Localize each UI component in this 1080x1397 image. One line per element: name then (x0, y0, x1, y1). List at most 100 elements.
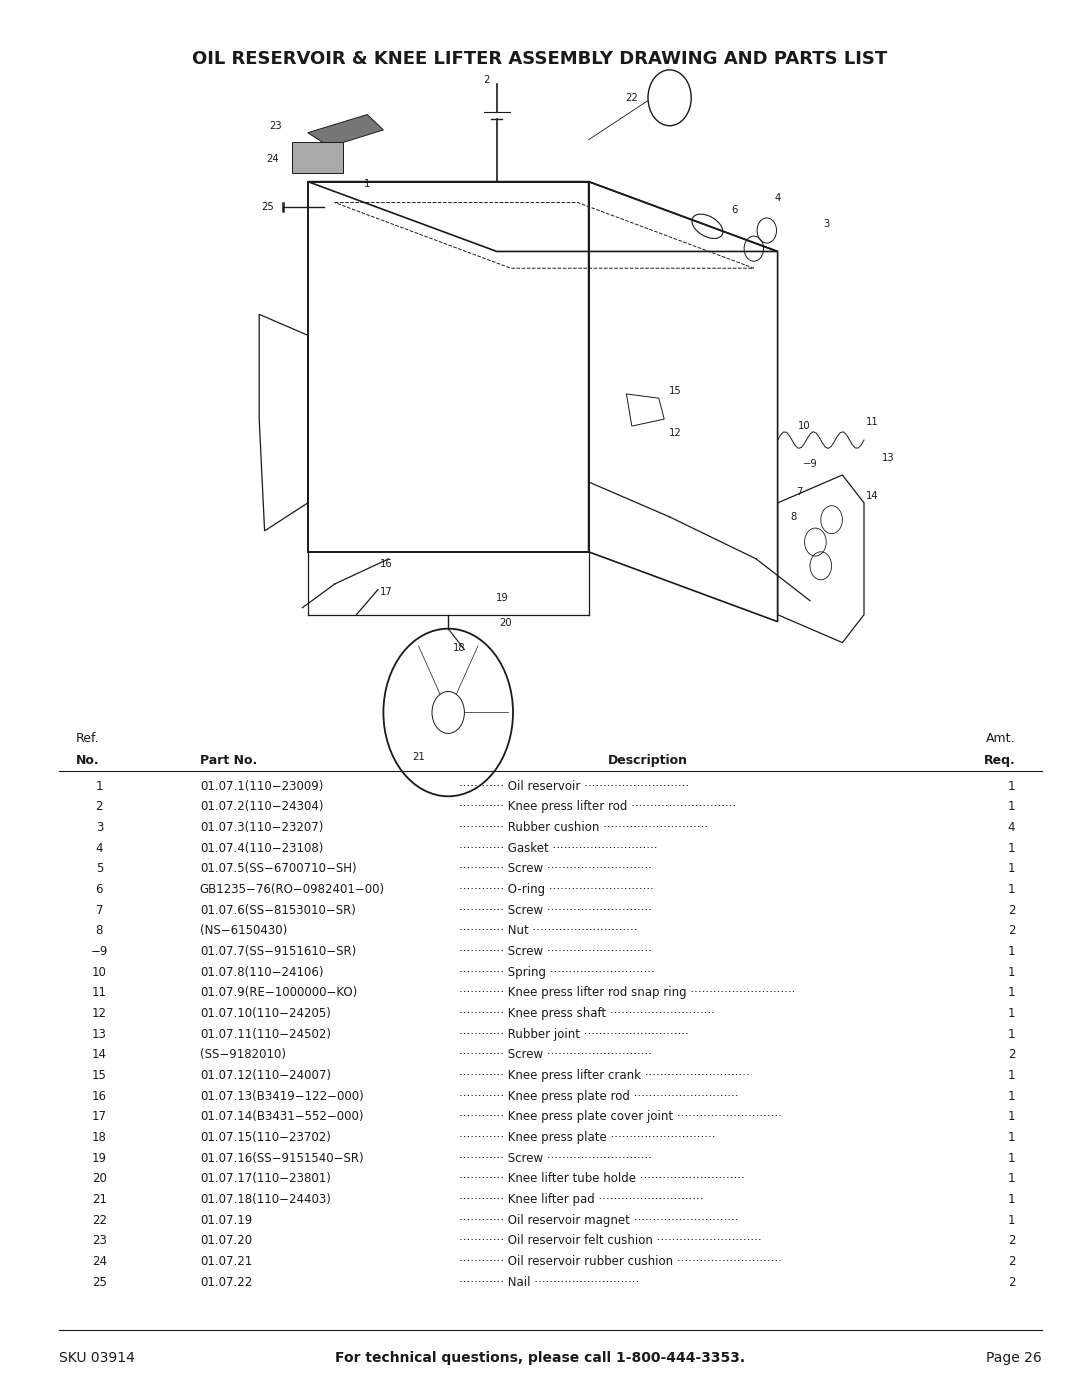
Bar (292, 142, 343, 173)
Text: 12: 12 (669, 427, 681, 439)
Text: 15: 15 (92, 1069, 107, 1083)
Text: 2: 2 (1008, 1048, 1015, 1062)
Text: 1: 1 (1008, 862, 1015, 876)
Text: 7: 7 (96, 904, 103, 916)
Text: 1: 1 (1008, 841, 1015, 855)
Text: ············ Knee press plate cover joint ····························: ············ Knee press plate cover join… (459, 1111, 782, 1123)
Text: 17: 17 (380, 587, 393, 598)
Text: ············ Knee lifter tube holde ····························: ············ Knee lifter tube holde ····… (459, 1172, 745, 1186)
Text: 21: 21 (413, 752, 426, 763)
Text: ············ Oil reservoir felt cushion ····························: ············ Oil reservoir felt cushion … (459, 1235, 761, 1248)
Text: ············ Knee press lifter crank ····························: ············ Knee press lifter crank ···… (459, 1069, 750, 1083)
Text: 01.07.1(110−23009): 01.07.1(110−23009) (200, 780, 323, 792)
Text: Description: Description (608, 754, 688, 767)
Text: 8: 8 (791, 511, 797, 522)
Text: 2: 2 (1008, 904, 1015, 916)
Text: 4: 4 (96, 841, 103, 855)
Text: 11: 11 (92, 986, 107, 999)
Text: 1: 1 (1008, 1111, 1015, 1123)
Text: 01.07.15(110−23702): 01.07.15(110−23702) (200, 1132, 330, 1144)
Text: 01.07.21: 01.07.21 (200, 1255, 252, 1268)
Text: 01.07.22: 01.07.22 (200, 1275, 252, 1289)
Text: 6: 6 (96, 883, 103, 895)
Text: 01.07.14(B3431−552−000): 01.07.14(B3431−552−000) (200, 1111, 363, 1123)
Text: Ref.: Ref. (76, 732, 99, 745)
Text: 8: 8 (96, 925, 103, 937)
Text: 25: 25 (261, 201, 274, 212)
Text: Part No.: Part No. (200, 754, 257, 767)
Text: 21: 21 (92, 1193, 107, 1206)
Text: 18: 18 (92, 1132, 107, 1144)
Text: 1: 1 (1008, 780, 1015, 792)
Text: −9: −9 (802, 458, 818, 469)
Text: 1: 1 (1008, 800, 1015, 813)
Text: 17: 17 (92, 1111, 107, 1123)
Text: 01.07.6(SS−8153010−SR): 01.07.6(SS−8153010−SR) (200, 904, 355, 916)
Text: 11: 11 (866, 416, 879, 427)
Text: 20: 20 (499, 617, 512, 629)
Text: 23: 23 (92, 1235, 107, 1248)
Text: 5: 5 (96, 862, 103, 876)
Text: 01.07.7(SS−9151610−SR): 01.07.7(SS−9151610−SR) (200, 944, 356, 958)
Text: ············ Nail ····························: ············ Nail ······················… (459, 1275, 639, 1289)
Text: 01.07.3(110−23207): 01.07.3(110−23207) (200, 821, 323, 834)
Text: 1: 1 (1008, 965, 1015, 979)
Text: 01.07.4(110−23108): 01.07.4(110−23108) (200, 841, 323, 855)
Text: ············ Screw ····························: ············ Screw ·····················… (459, 944, 652, 958)
Text: 7: 7 (796, 486, 802, 497)
Text: 01.07.19: 01.07.19 (200, 1214, 252, 1227)
Text: 01.07.5(SS−6700710−SH): 01.07.5(SS−6700710−SH) (200, 862, 356, 876)
Text: 20: 20 (92, 1172, 107, 1186)
Text: ············ Rubber joint ····························: ············ Rubber joint ··············… (459, 1028, 689, 1041)
Text: 24: 24 (266, 154, 279, 165)
Text: ············ Oil reservoir rubber cushion ····························: ············ Oil reservoir rubber cushio… (459, 1255, 782, 1268)
Text: 1: 1 (1008, 1028, 1015, 1041)
Text: No.: No. (76, 754, 99, 767)
Text: 01.07.13(B3419−122−000): 01.07.13(B3419−122−000) (200, 1090, 364, 1102)
Text: ············ Knee press plate rod ····························: ············ Knee press plate rod ······… (459, 1090, 739, 1102)
Text: SKU 03914: SKU 03914 (59, 1351, 135, 1365)
Polygon shape (308, 115, 383, 147)
Text: 1: 1 (1008, 1214, 1015, 1227)
Text: 4: 4 (774, 193, 781, 204)
Text: 2: 2 (96, 800, 103, 813)
Text: ············ Oil reservoir magnet ····························: ············ Oil reservoir magnet ······… (459, 1214, 739, 1227)
Text: 01.07.11(110−24502): 01.07.11(110−24502) (200, 1028, 330, 1041)
Text: ············ Rubber cushion ····························: ············ Rubber cushion ············… (459, 821, 708, 834)
Text: 15: 15 (669, 386, 681, 397)
Text: 1: 1 (1008, 1151, 1015, 1165)
Text: 4: 4 (1008, 821, 1015, 834)
Text: 10: 10 (92, 965, 107, 979)
Text: 2: 2 (1008, 925, 1015, 937)
Text: Amt.: Amt. (986, 732, 1015, 745)
Text: 01.07.16(SS−9151540−SR): 01.07.16(SS−9151540−SR) (200, 1151, 364, 1165)
Text: 01.07.17(110−23801): 01.07.17(110−23801) (200, 1172, 330, 1186)
Text: 01.07.20: 01.07.20 (200, 1235, 252, 1248)
Text: 2: 2 (1008, 1255, 1015, 1268)
Text: 18: 18 (453, 643, 465, 654)
Text: 1: 1 (1008, 944, 1015, 958)
Text: ············ Oil reservoir ····························: ············ Oil reservoir ·············… (459, 780, 689, 792)
Text: 1: 1 (1008, 883, 1015, 895)
Text: 1: 1 (1008, 1007, 1015, 1020)
Text: 1: 1 (96, 780, 103, 792)
Text: 1: 1 (1008, 1193, 1015, 1206)
Text: −9: −9 (91, 944, 108, 958)
Text: ············ Spring ····························: ············ Spring ····················… (459, 965, 654, 979)
Text: 13: 13 (92, 1028, 107, 1041)
Text: 01.07.2(110−24304): 01.07.2(110−24304) (200, 800, 323, 813)
Text: ············ Screw ····························: ············ Screw ·····················… (459, 1048, 652, 1062)
Text: 19: 19 (496, 592, 509, 604)
Text: 1: 1 (1008, 1172, 1015, 1186)
Text: 2: 2 (1008, 1235, 1015, 1248)
Text: Req.: Req. (984, 754, 1015, 767)
Text: 01.07.10(110−24205): 01.07.10(110−24205) (200, 1007, 330, 1020)
Text: 01.07.9(RE−1000000−KO): 01.07.9(RE−1000000−KO) (200, 986, 357, 999)
Text: 01.07.12(110−24007): 01.07.12(110−24007) (200, 1069, 330, 1083)
Text: ············ Knee press lifter rod ····························: ············ Knee press lifter rod ·····… (459, 800, 737, 813)
Text: ············ Screw ····························: ············ Screw ·····················… (459, 862, 652, 876)
Text: 3: 3 (96, 821, 103, 834)
Text: 19: 19 (92, 1151, 107, 1165)
Text: 1: 1 (364, 179, 370, 190)
Text: ············ Knee press lifter rod snap ring ····························: ············ Knee press lifter rod snap … (459, 986, 795, 999)
